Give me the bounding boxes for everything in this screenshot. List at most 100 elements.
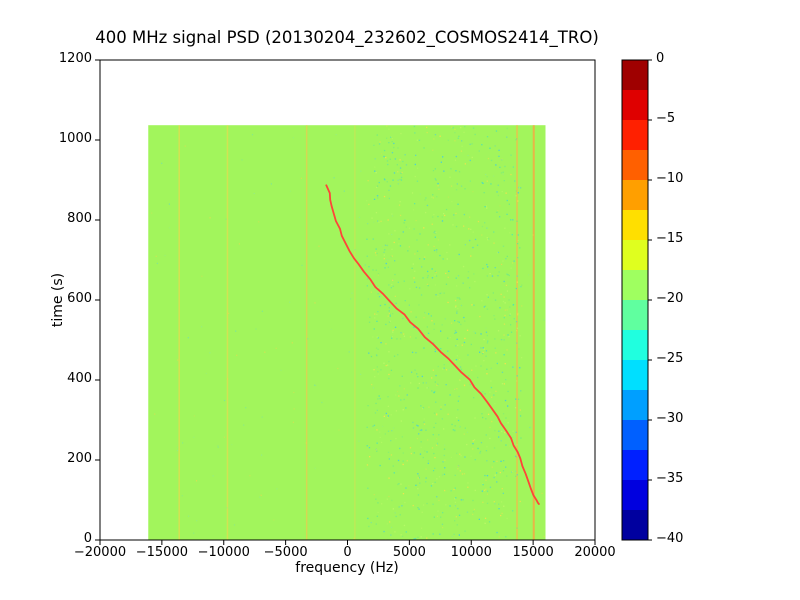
- noise-speckle: [392, 465, 394, 467]
- noise-speckle: [375, 523, 377, 525]
- noise-speckle: [384, 433, 386, 435]
- noise-speckle: [448, 369, 450, 371]
- noise-speckle: [376, 355, 378, 357]
- noise-speckle: [493, 242, 495, 244]
- noise-speckle: [502, 173, 504, 175]
- noise-speckle: [459, 379, 461, 382]
- noise-speckle: [470, 255, 472, 257]
- noise-speckle: [490, 386, 493, 389]
- noise-speckle: [397, 171, 399, 173]
- noise-speckle: [513, 318, 515, 320]
- noise-speckle: [457, 400, 459, 402]
- noise-speckle: [457, 465, 459, 467]
- noise-speckle: [395, 410, 397, 412]
- noise-speckle: [410, 382, 412, 384]
- noise-speckle: [479, 452, 481, 454]
- noise-speckle: [447, 276, 449, 278]
- noise-speckle: [398, 238, 400, 240]
- noise-speckle: [520, 390, 522, 392]
- noise-speckle: [432, 216, 434, 218]
- noise-speckle: [386, 137, 388, 139]
- noise-speckle: [449, 337, 451, 339]
- noise-speckle: [422, 504, 425, 506]
- colorbar-level: [622, 390, 648, 421]
- noise-speckle: [482, 391, 484, 393]
- noise-speckle: [390, 440, 392, 442]
- noise-speckle: [460, 185, 463, 187]
- noise-speckle: [372, 387, 375, 389]
- noise-speckle: [414, 132, 416, 134]
- noise-speckle: [398, 483, 400, 485]
- noise-speckle: [486, 373, 488, 375]
- noise-speckle: [431, 447, 434, 449]
- noise-speckle: [507, 422, 509, 424]
- noise-speckle: [516, 327, 519, 329]
- noise-speckle: [474, 133, 476, 136]
- noise-speckle: [400, 172, 402, 174]
- noise-speckle: [453, 214, 455, 216]
- noise-speckle: [235, 330, 237, 332]
- noise-speckle: [516, 281, 518, 283]
- noise-speckle: [512, 430, 514, 432]
- noise-speckle: [424, 450, 426, 452]
- noise-speckle: [472, 448, 474, 450]
- noise-speckle: [395, 515, 397, 518]
- noise-speckle: [449, 505, 451, 507]
- noise-speckle: [492, 292, 494, 294]
- noise-speckle: [397, 354, 399, 356]
- noise-speckle: [223, 436, 225, 438]
- noise-speckle: [434, 236, 436, 238]
- noise-speckle: [423, 347, 425, 349]
- noise-speckle: [484, 222, 486, 224]
- noise-speckle: [400, 179, 403, 181]
- noise-speckle: [441, 216, 443, 218]
- noise-speckle: [451, 423, 453, 426]
- noise-speckle: [366, 278, 369, 280]
- noise-speckle: [391, 255, 393, 257]
- noise-speckle: [478, 150, 480, 152]
- noise-speckle: [292, 421, 294, 423]
- noise-speckle: [517, 314, 519, 316]
- noise-speckle: [507, 274, 509, 276]
- noise-speckle: [455, 331, 457, 334]
- noise-speckle: [338, 429, 340, 431]
- noise-speckle: [416, 180, 419, 182]
- noise-speckle: [400, 176, 403, 179]
- noise-speckle: [383, 178, 386, 180]
- noise-speckle: [454, 299, 457, 302]
- noise-speckle: [456, 312, 458, 314]
- noise-speckle: [383, 195, 386, 198]
- noise-speckle: [375, 212, 378, 214]
- noise-speckle: [391, 215, 394, 217]
- noise-speckle: [484, 522, 486, 524]
- noise-speckle: [432, 170, 435, 172]
- noise-speckle: [387, 451, 390, 453]
- noise-speckle: [471, 156, 473, 159]
- noise-speckle: [467, 271, 470, 273]
- noise-speckle: [491, 275, 494, 277]
- noise-speckle: [507, 405, 509, 407]
- noise-speckle: [516, 444, 518, 446]
- noise-speckle: [470, 228, 472, 230]
- noise-speckle: [376, 313, 378, 316]
- noise-speckle: [376, 252, 378, 255]
- noise-speckle: [432, 470, 435, 472]
- noise-speckle: [436, 442, 439, 444]
- noise-speckle: [436, 438, 438, 440]
- noise-speckle: [505, 258, 507, 260]
- noise-speckle: [389, 158, 391, 160]
- noise-speckle: [459, 298, 461, 300]
- noise-speckle: [433, 412, 436, 414]
- noise-speckle: [485, 479, 487, 481]
- noise-speckle: [494, 267, 496, 269]
- noise-speckle: [388, 307, 390, 309]
- noise-speckle: [400, 420, 402, 422]
- noise-speckle: [390, 369, 393, 371]
- noise-speckle: [193, 436, 195, 438]
- noise-speckle: [482, 351, 484, 354]
- noise-speckle: [258, 221, 260, 223]
- noise-speckle: [486, 237, 488, 239]
- noise-speckle: [425, 211, 427, 214]
- noise-speckle: [450, 490, 452, 492]
